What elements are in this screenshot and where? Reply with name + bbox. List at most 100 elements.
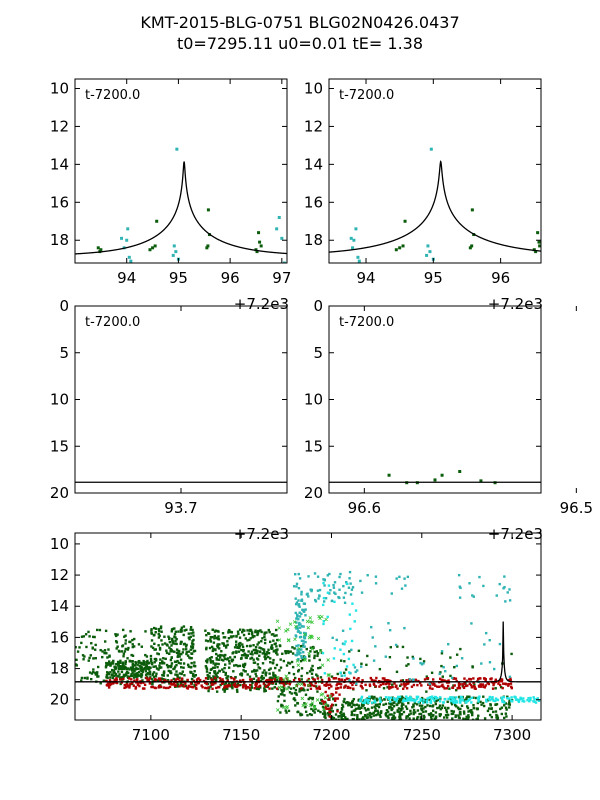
- data-point: [533, 697, 536, 701]
- data-point: [510, 685, 513, 688]
- data-point: [310, 713, 313, 717]
- data-point: [243, 662, 247, 666]
- data-point: [422, 710, 425, 714]
- data-point: [376, 709, 379, 713]
- data-point: [160, 630, 163, 633]
- data-point: [406, 656, 409, 659]
- data-point: [494, 697, 498, 700]
- data-point: [162, 677, 165, 681]
- data-point: [393, 682, 396, 685]
- data-point: [447, 697, 450, 701]
- data-point: [220, 658, 223, 662]
- data-point: [389, 696, 393, 700]
- data-point: [401, 645, 405, 649]
- data-point: [401, 700, 405, 703]
- data-point: [299, 682, 304, 686]
- data-point: [474, 687, 477, 690]
- data-point: [328, 710, 331, 714]
- data-point: [250, 656, 254, 660]
- data-point: [449, 696, 452, 699]
- data-point: [133, 668, 136, 671]
- data-point: [405, 715, 408, 718]
- data-point: [429, 695, 432, 699]
- plot-area-mid-right: [329, 469, 541, 485]
- data-point: [207, 686, 210, 689]
- data-point: [336, 672, 339, 676]
- data-point: [413, 711, 417, 714]
- data-point: [82, 658, 85, 661]
- data-point: [465, 679, 469, 682]
- data-point: [217, 630, 220, 633]
- data-point: [450, 703, 454, 706]
- data-point: [438, 672, 441, 676]
- data-point: [446, 713, 450, 717]
- data-point: [230, 630, 233, 634]
- data-point: [97, 675, 100, 678]
- data-point: [182, 625, 186, 628]
- data-point: [328, 707, 331, 710]
- data-point: [430, 718, 433, 720]
- data-point: [109, 682, 113, 686]
- plot-area-bottom: [75, 570, 541, 720]
- data-point: [405, 716, 408, 720]
- data-point: [167, 635, 170, 638]
- data-point: [213, 634, 217, 638]
- data-point: [208, 656, 212, 660]
- data-point: [301, 618, 305, 622]
- data-point: [175, 637, 178, 641]
- data-point: [263, 632, 266, 636]
- data-point: [278, 669, 281, 672]
- data-point: [370, 706, 374, 709]
- data-point: [310, 707, 313, 711]
- data-point: [508, 706, 511, 709]
- data-point: [348, 577, 351, 580]
- data-point: [173, 627, 176, 630]
- data-point: [92, 668, 95, 671]
- data-point: [443, 687, 446, 690]
- data-cluster-cyan: [359, 695, 541, 705]
- data-point: [304, 702, 308, 706]
- data-point: [323, 700, 326, 704]
- data-point: [189, 685, 192, 688]
- data-point: [380, 699, 383, 702]
- data-point: [319, 710, 322, 714]
- data-point: [218, 643, 221, 646]
- data-point: [119, 676, 122, 679]
- data-point: [420, 663, 424, 666]
- data-point: [327, 673, 332, 677]
- data-point: [290, 692, 293, 695]
- data-point: [276, 653, 279, 656]
- data-point: [138, 659, 141, 663]
- data-point: [255, 651, 259, 655]
- data-point: [204, 629, 207, 632]
- data-point: [214, 663, 217, 667]
- data-point: [395, 670, 399, 674]
- data-point: [80, 676, 84, 680]
- data-point: [234, 685, 237, 688]
- data-point: [298, 577, 302, 580]
- data-point: [209, 685, 212, 688]
- data-point: [88, 671, 92, 674]
- data-point: [162, 686, 166, 689]
- data-point: [387, 696, 390, 699]
- data-point: [405, 699, 409, 702]
- data-point: [507, 684, 510, 687]
- data-point: [303, 632, 307, 637]
- data-point: [125, 667, 128, 671]
- data-point: [193, 649, 197, 653]
- data-point: [154, 631, 157, 634]
- data-point: [454, 714, 457, 717]
- data-point: [124, 639, 128, 642]
- data-point: [438, 713, 441, 716]
- data-point: [144, 673, 148, 676]
- data-point: [340, 708, 344, 711]
- data-point: [349, 593, 353, 596]
- data-point: [322, 707, 326, 712]
- data-point: [124, 666, 127, 670]
- data-point: [268, 630, 271, 634]
- data-point: [318, 685, 321, 688]
- data-point: [378, 713, 382, 717]
- data-point: [326, 707, 329, 711]
- data-point: [313, 650, 316, 654]
- data-point: [183, 674, 186, 677]
